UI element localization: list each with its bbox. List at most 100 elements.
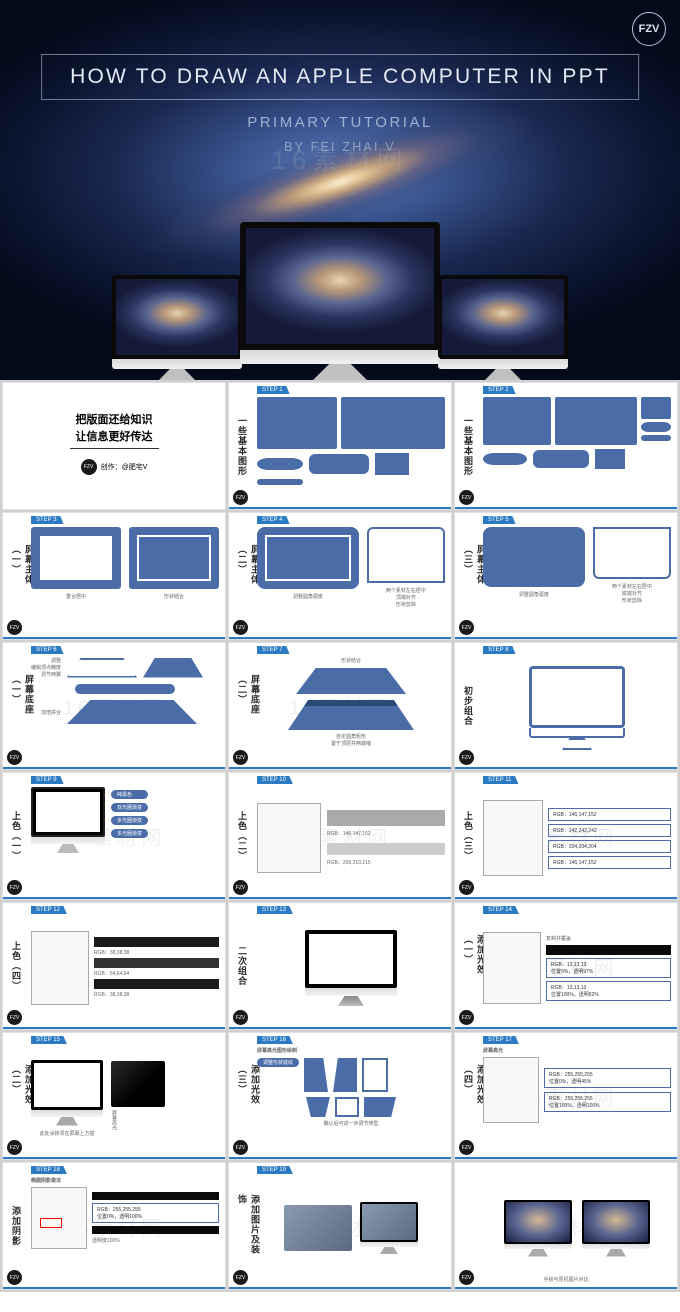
thumbnail-grid: 把版面还给知识 让信息更好传达 FZV 创作：@肥宅V STEP 1 一些基本图…: [0, 380, 680, 1292]
fzv-icon: FZV: [459, 490, 474, 505]
slide-label: 上色（四）: [10, 941, 23, 991]
thumb-final: FZV 16素材网 手绘与原机图片对比: [454, 1162, 678, 1290]
slide-label: 添加阴影: [10, 1206, 23, 1246]
intro-credit: 创作：@肥宅V: [101, 462, 148, 472]
slide-label: 上色（二）: [236, 811, 249, 861]
caption: 调整 编辑顶点精度 调节两翼: [31, 657, 61, 678]
caption: 两个素材左右居中 底端对齐 形状剪除: [593, 583, 671, 604]
fzv-icon: FZV: [233, 490, 248, 505]
rgb-value: RGB：146,147,152: [548, 856, 671, 869]
thumb-step3: STEP 3 屏幕主体（一） FZV 重合居中 形状结合: [2, 512, 226, 640]
fzv-icon: FZV: [233, 1010, 248, 1025]
rgb-value: RGB：38,38,38: [94, 991, 219, 998]
fzv-icon: FZV: [459, 1010, 474, 1025]
thumb-step18: STEP 18 添加阴影 FZV 16素材网 椭圆阴影做法 RGB：255,25…: [2, 1162, 226, 1290]
monitor-right: [438, 275, 568, 380]
caption: 两个素材左右居中 顶端对齐 形状剪除: [367, 587, 445, 608]
fzv-icon: FZV: [7, 620, 22, 635]
step-tag: STEP 7: [257, 646, 290, 654]
dialog-panel: [483, 1057, 539, 1123]
thumb-step7: STEP 7 屏幕底座（二） FZV 16素材网 形状结合 自定圆角矩形 置于顶…: [228, 642, 452, 770]
intro-line1: 把版面还给知识: [3, 411, 225, 427]
rgb-value: RGB：146,147,152: [548, 808, 671, 821]
step-tag: STEP 15: [31, 1036, 67, 1044]
step-tag: STEP 1: [257, 386, 290, 394]
fzv-icon: FZV: [459, 1140, 474, 1155]
label: 多光圈渐变: [111, 829, 148, 838]
thumb-step2: STEP 2 一些基本图形 FZV: [454, 382, 678, 510]
monitor-center: [240, 222, 440, 380]
thumb-intro: 把版面还给知识 让信息更好传达 FZV 创作：@肥宅V: [2, 382, 226, 510]
note: 确认后可进一步调节修型: [257, 1120, 445, 1127]
caption: 加倍拼合: [31, 709, 61, 716]
rgb-value: RGB：204,204,204: [548, 840, 671, 853]
rgb-value: RGB：38,38,38: [94, 949, 219, 956]
label: 纯黑色: [111, 790, 148, 799]
caption: 屏幕高光图形绘制: [257, 1047, 445, 1054]
fzv-icon: FZV: [7, 1140, 22, 1155]
step-tag: STEP 16: [257, 1036, 293, 1044]
rgb-value: RGB：255,255,255 位置0%，透明100%: [92, 1203, 219, 1223]
caption: 屏幕高光: [483, 1047, 671, 1054]
thumb-step5: STEP 5 屏幕主体（三） FZV 调整圆角弧度 两个素材左右居中 底端对齐 …: [454, 512, 678, 640]
slide-label: 一些基本图形: [462, 416, 475, 476]
fzv-icon: FZV: [7, 750, 22, 765]
fzv-icon: FZV: [233, 880, 248, 895]
step-tag: STEP 8: [483, 646, 516, 654]
step-tag: STEP 13: [257, 906, 293, 914]
step-tag: STEP 4: [257, 516, 290, 524]
caption: 屏幕高光: [111, 1110, 118, 1130]
thumb-step4: STEP 4 屏幕主体（二） FZV 调整圆角弧度 两个素材左右居中 顶端对齐 …: [228, 512, 452, 640]
step-tag: STEP 9: [31, 776, 64, 784]
caption: 调整圆角弧度: [257, 593, 359, 600]
button-label: 调整形状底纹: [257, 1058, 299, 1067]
rgb-value: RGB：146,147,152: [327, 830, 445, 837]
fzv-icon: FZV: [459, 620, 474, 635]
slide-label: 初步组合: [462, 686, 475, 726]
step-tag: STEP 14: [483, 906, 519, 914]
fzv-badge: FZV: [632, 12, 666, 46]
title-box: HOW TO DRAW AN APPLE COMPUTER IN PPT: [41, 54, 639, 100]
fzv-icon: FZV: [233, 750, 248, 765]
thumb-step12: STEP 12 上色（四） FZV RGB：38,38,38 RGB：64,64…: [2, 902, 226, 1030]
fzv-icon: FZV: [233, 620, 248, 635]
thumb-step6: STEP 6 屏幕底座（一） FZV 16素材网 调整 编辑顶点精度 调节两翼 …: [2, 642, 226, 770]
thumb-step10: STEP 10 上色（二） FZV 16素材网 RGB：146,147,152 …: [228, 772, 452, 900]
rgb-value: RGB：242,242,242: [548, 824, 671, 837]
caption: 手绘与原机图片对比: [455, 1276, 677, 1283]
rgb-value: RGB：209,210,215: [327, 859, 445, 866]
caption: 椭圆阴影做法: [31, 1177, 219, 1184]
hero-slide: FZV HOW TO DRAW AN APPLE COMPUTER IN PPT…: [0, 0, 680, 380]
step-tag: STEP 17: [483, 1036, 519, 1044]
fzv-icon: FZV: [233, 1270, 248, 1285]
note: 此处涂抹须在屏幕上方插: [31, 1130, 103, 1137]
slide-label: 一些基本图形: [236, 416, 249, 476]
step-tag: STEP 3: [31, 516, 64, 524]
rgb-value: RGB：255,255,255 位置0%，透明45%: [544, 1068, 671, 1088]
dialog-panel: [257, 803, 321, 873]
slide-label: 二次组合: [236, 946, 249, 986]
thumb-step11: STEP 11 上色（三） FZV 16素材网 RGB：146,147,152 …: [454, 772, 678, 900]
intro-fzv: FZV: [81, 459, 97, 475]
step-tag: STEP 12: [31, 906, 67, 914]
step-tag: STEP 18: [31, 1166, 67, 1174]
step-tag: STEP 2: [483, 386, 516, 394]
step-tag: STEP 11: [483, 776, 518, 784]
rgb-value: RGB：255,255,255 位置100%，透明100%: [544, 1092, 671, 1112]
fzv-icon: FZV: [7, 1270, 22, 1285]
thumb-step14: STEP 14 添加光效（一） FZV 16素材网 复制并覆盖 RGB：13,1…: [454, 902, 678, 1030]
watermark: 16素材网: [272, 140, 409, 177]
thumb-step15: STEP 15 添加光效（二） FZV 此处涂抹须在屏幕上方插 屏幕高光: [2, 1032, 226, 1160]
dialog-panel: [31, 931, 89, 1005]
fzv-icon: FZV: [7, 880, 22, 895]
slide-label: 上色（三）: [462, 811, 475, 861]
caption: 形状结合: [129, 593, 219, 600]
label: 多光圈渐变: [111, 816, 148, 825]
fzv-icon: FZV: [459, 880, 474, 895]
step-tag: STEP 6: [31, 646, 64, 654]
slide-label: 上色（一）: [10, 811, 23, 861]
subtitle: PRIMARY TUTORIAL: [0, 114, 680, 131]
thumb-step16: STEP 16 添加光效（三） FZV 屏幕高光图形绘制 调整形状底纹 确认后可…: [228, 1032, 452, 1160]
step-tag: STEP 10: [257, 776, 293, 784]
caption: 复制并覆盖: [546, 935, 671, 942]
